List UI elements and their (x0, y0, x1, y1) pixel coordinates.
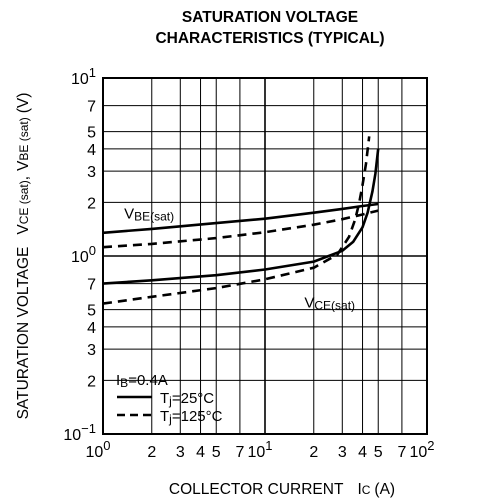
y-tick-label-3: 4 (87, 142, 96, 159)
x-tick-labels: 100 2 3 4 5 7 101 2 3 4 5 7 102 (85, 438, 434, 461)
x-tick-label-7: 2 (309, 444, 318, 461)
x-tick-label-11: 7 (397, 444, 406, 461)
x-tick-label-6: 101 (247, 438, 272, 461)
chart-title-line2: CHARACTERISTICS (TYPICAL) (155, 30, 384, 47)
legend-header: IB=0.4A (116, 372, 168, 390)
y-tick-label-1: 7 (87, 99, 96, 116)
x-tick-label-8: 3 (338, 444, 347, 461)
y-tick-label-6: 100 (71, 243, 96, 266)
series-line-1 (102, 209, 379, 249)
curve-label-0: VBE(sat) (124, 206, 174, 224)
series-layer (102, 136, 380, 305)
chart-title-line1: SATURATION VOLTAGE (182, 9, 358, 26)
legend-entry-25c: Tj=25°C (160, 390, 214, 408)
series-line-3 (102, 136, 371, 305)
x-tick-label-2: 3 (176, 444, 185, 461)
y-tick-label-2: 5 (87, 125, 96, 142)
y-tick-label-0: 101 (71, 65, 96, 88)
curve-label-1: VCE(sat) (304, 295, 355, 313)
y-tick-label-5: 2 (87, 195, 96, 212)
y-tick-label-4: 3 (87, 164, 96, 181)
x-tick-label-3: 4 (196, 444, 205, 461)
y-axis-label: SATURATION VOLTAGEVCE (sat),VBE (sat)(V) (15, 93, 32, 420)
series-line-2 (102, 148, 380, 285)
legend-entry-125c: Tj=125°C (160, 408, 223, 426)
x-tick-label-1: 2 (147, 444, 156, 461)
y-tick-label-9: 4 (87, 320, 96, 337)
x-tick-label-4: 5 (212, 444, 221, 461)
x-tick-label-5: 7 (235, 444, 244, 461)
y-tick-label-7: 7 (87, 277, 96, 294)
y-tick-label-8: 5 (87, 303, 96, 320)
y-tick-label-10: 3 (87, 342, 96, 359)
x-tick-label-10: 5 (374, 444, 383, 461)
x-tick-label-12: 102 (409, 438, 434, 461)
y-tick-label-12: 10−1 (63, 421, 96, 444)
y-tick-label-11: 2 (87, 373, 96, 390)
x-tick-label-9: 4 (358, 444, 367, 461)
curve-annotations: VBE(sat) VCE(sat) (124, 206, 355, 313)
x-tick-label-0: 100 (85, 438, 110, 461)
legend: IB=0.4A Tj=25°C Tj=125°C (116, 372, 223, 426)
plot-frame (102, 77, 428, 435)
series-line-0 (102, 202, 379, 235)
x-axis-label: COLLECTOR CURRENT IC (A) (169, 481, 395, 498)
